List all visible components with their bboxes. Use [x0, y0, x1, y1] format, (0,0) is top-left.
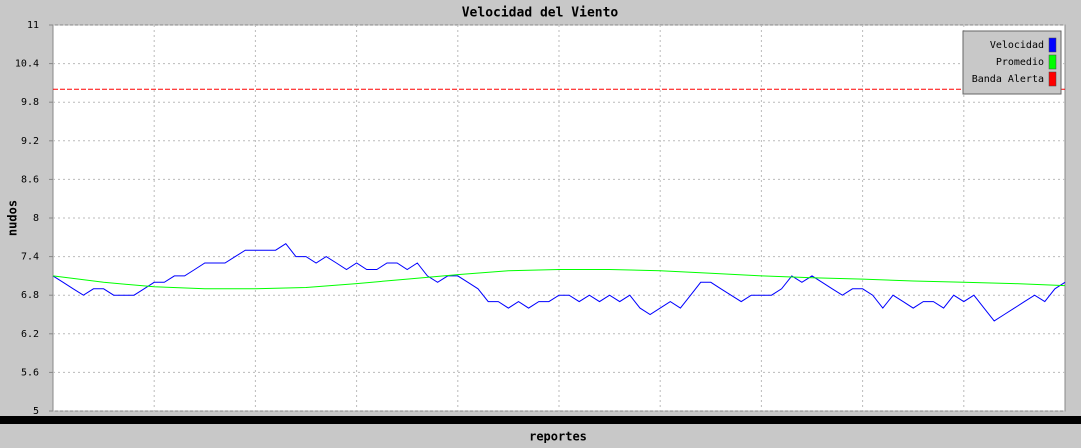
- legend-label: Velocidad: [990, 40, 1044, 51]
- y-tick-label: 5.6: [21, 367, 39, 378]
- x-axis-title: reportes: [529, 430, 587, 444]
- legend-swatch: [1048, 37, 1057, 53]
- y-tick-label: 5: [33, 406, 39, 417]
- y-tick-label: 8: [33, 213, 39, 224]
- y-tick-label: 10.4: [15, 59, 39, 70]
- legend-label: Promedio: [996, 57, 1044, 68]
- y-tick-label: 8.6: [21, 174, 39, 185]
- chart-title: Velocidad del Viento: [462, 6, 619, 21]
- x-label-mass: [0, 416, 1081, 424]
- legend-swatch: [1048, 71, 1057, 87]
- y-tick-label: 9.8: [21, 97, 39, 108]
- series-line: [52, 243, 1066, 322]
- y-tick-label: 11: [27, 20, 39, 31]
- y-tick-label: 9.2: [21, 136, 39, 147]
- y-tick-label: 6.2: [21, 329, 39, 340]
- y-tick-label: 7.4: [21, 252, 39, 263]
- y-tick-label: 6.8: [21, 290, 39, 301]
- series-line: [52, 269, 1066, 290]
- legend-swatch: [1048, 54, 1057, 70]
- y-axis-title: nudos: [6, 200, 20, 236]
- legend-label: Banda Alerta: [972, 74, 1044, 85]
- legend-box: [962, 30, 1062, 95]
